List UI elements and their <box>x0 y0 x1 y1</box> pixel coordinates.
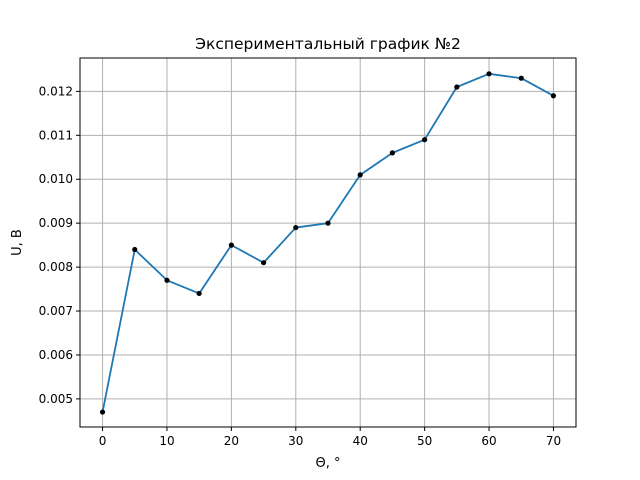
x-tick-label: 60 <box>481 434 496 448</box>
y-tick-label: 0.009 <box>39 216 73 230</box>
data-point <box>422 137 428 143</box>
data-point <box>357 172 363 178</box>
x-tick-label: 0 <box>99 434 107 448</box>
y-axis-label: U, В <box>10 229 25 256</box>
data-point <box>99 409 106 415</box>
x-tick-label: 50 <box>417 434 432 448</box>
data-point <box>325 220 331 226</box>
y-tick-label: 0.006 <box>39 348 73 362</box>
plot-area-frame <box>79 57 577 428</box>
x-tick-label: 70 <box>546 434 561 448</box>
y-tick-label: 0.007 <box>39 304 73 318</box>
series-line <box>101 72 554 413</box>
data-point <box>132 246 138 253</box>
y-tick-label: 0.005 <box>39 392 73 406</box>
data-series <box>99 71 557 415</box>
x-tick-label: 10 <box>159 434 174 448</box>
y-tick-label: 0.011 <box>39 128 73 142</box>
grid-lines <box>80 58 576 427</box>
y-tick-label: 0.012 <box>39 84 73 98</box>
y-tick-label: 0.010 <box>39 172 73 186</box>
data-point <box>486 71 492 77</box>
x-tick-label: 40 <box>353 434 368 448</box>
data-point <box>550 93 557 99</box>
data-point <box>164 277 170 283</box>
chart-title: Экспериментальный график №2 <box>195 35 461 53</box>
data-point <box>293 224 299 231</box>
data-point <box>260 260 267 266</box>
data-point <box>518 75 524 81</box>
data-point <box>228 242 234 248</box>
axis-ticks: 0 10 20 30 40 50 60 70 0.005 0.006 0.007 0.008 0.009… <box>39 84 561 448</box>
data-point <box>389 150 396 156</box>
y-tick-label: 0.008 <box>39 260 73 274</box>
data-point <box>454 84 460 90</box>
x-tick-label: 30 <box>288 434 303 448</box>
data-point <box>196 290 202 297</box>
x-tick-label: 20 <box>224 434 239 448</box>
x-axis-label: Θ, ° <box>316 456 341 471</box>
